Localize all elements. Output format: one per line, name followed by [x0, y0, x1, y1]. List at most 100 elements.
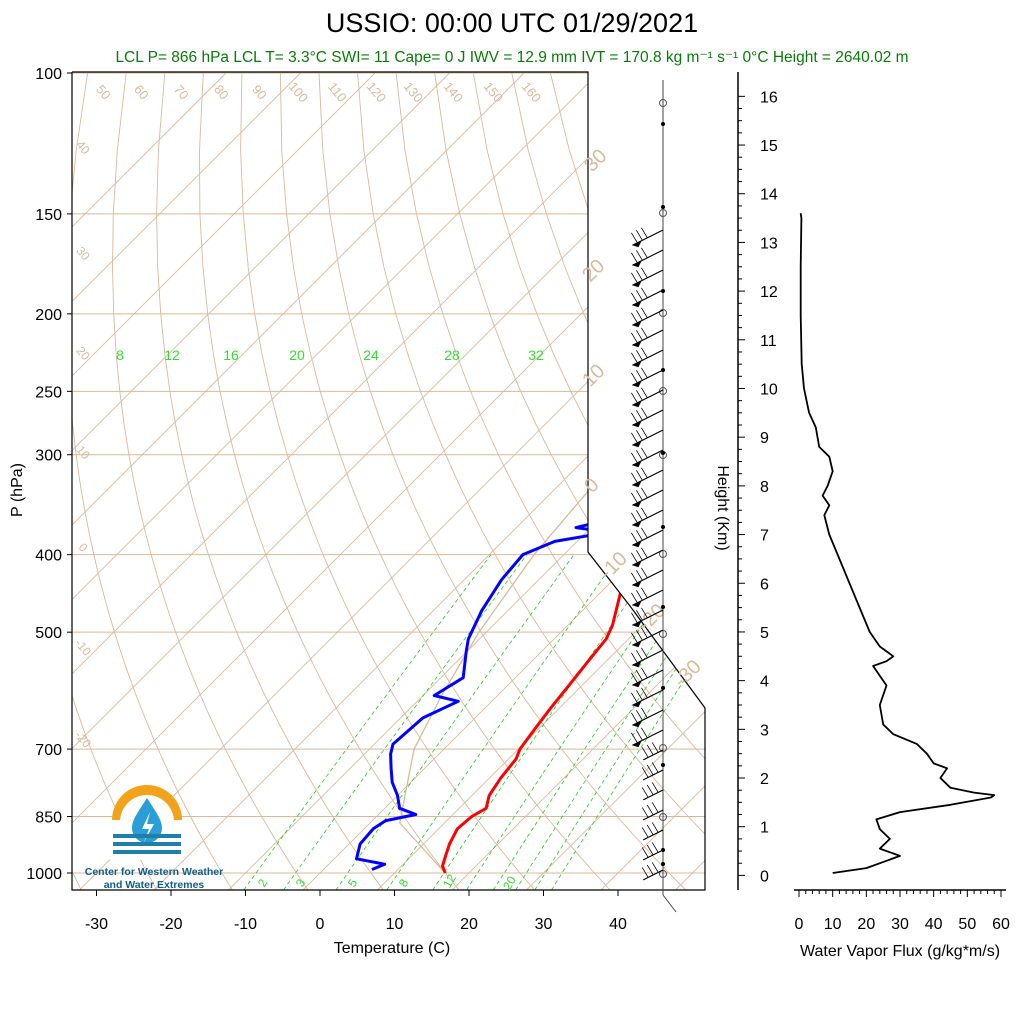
wind-barb-flag [632, 401, 642, 408]
wind-barb-flag [632, 661, 642, 668]
wind-barb-feather [631, 552, 638, 564]
height-tick-label: 11 [760, 333, 777, 350]
y-tick-label: 850 [35, 810, 62, 827]
wind-circle [659, 309, 667, 317]
mixing-ratio-line [386, 554, 620, 890]
wind-barb-feather [641, 447, 648, 459]
mixing-ratio-label: 8 [116, 347, 124, 363]
height-tick-label: 2 [760, 771, 769, 788]
wind-barb-feather [631, 492, 638, 504]
wind-barb-feather [641, 267, 648, 279]
wind-barb-feather [636, 670, 643, 681]
wind-barb-feather [651, 782, 659, 793]
wind-barb-feather [641, 547, 648, 559]
isotherm-line [72, 72, 227, 890]
isotherm-line [228, 72, 705, 890]
isotherm-line [72, 72, 599, 890]
wind-barb-feather [636, 490, 643, 501]
flux-line [799, 213, 996, 874]
mixing-ratio-line [515, 554, 705, 890]
mixing-ratio-label: 12 [164, 347, 180, 363]
wind-barb-feather [631, 252, 638, 264]
y-tick-label: 700 [35, 742, 62, 759]
logo-wave [113, 850, 181, 854]
wind-barb-feather [636, 390, 643, 401]
height-tick-label: 4 [760, 674, 769, 691]
wind-barb-flag [632, 741, 642, 748]
wind-barb-feather [636, 270, 643, 281]
wind-dot [661, 525, 665, 529]
height-axis-label: Height (Km) [714, 465, 731, 550]
mixing-ratio-line [466, 554, 692, 890]
dry-adiabat-line [704, 72, 705, 890]
theta-label: 110 [325, 79, 350, 105]
x-axis-label: Temperature (C) [334, 940, 450, 957]
wind-barb [632, 449, 664, 466]
dry-adiabat-line [434, 72, 705, 890]
wind-barb-feather [636, 690, 643, 701]
y-tick-label: 500 [35, 625, 62, 642]
mixing-ratio-line [551, 554, 705, 890]
height-tick-label: 7 [760, 528, 769, 545]
wind-barb-feather [641, 727, 648, 739]
theta-label: 150 [481, 79, 506, 105]
wind-barb-feather [651, 802, 659, 813]
theta-label: 160 [519, 79, 544, 105]
height-tick-label: 14 [760, 187, 778, 204]
wind-barb-feather [641, 587, 648, 599]
wind-barb [632, 729, 664, 746]
wind-barb [632, 429, 664, 446]
dry-adiabat-line [549, 72, 705, 890]
flux-tick-label: 0 [795, 916, 804, 933]
wind-barb-feather [646, 744, 654, 756]
logo-text-line2: and Water Extremes [103, 879, 205, 891]
wind-barb-feather [641, 487, 648, 499]
wind-barb-feather [641, 687, 648, 699]
isotherm-label: 20 [578, 255, 609, 286]
wind-barb-feather [636, 470, 643, 481]
isotherm-label: 30 [73, 244, 93, 263]
wind-barb-feather [631, 452, 638, 464]
sounding-stats: LCL P= 866 hPa LCL T= 3.3°C SWI= 11 Cape… [115, 49, 909, 66]
mixing-ratio-line [335, 554, 575, 890]
wind-barb [632, 669, 664, 686]
wind-barb-flag [632, 281, 642, 288]
logo-wave [113, 834, 181, 838]
dry-adiabat-line [156, 72, 384, 890]
dry-adiabat-line [357, 72, 705, 890]
wind-barb-flag [632, 481, 642, 488]
wind-barb-flag [632, 721, 642, 728]
wind-barb-feather [641, 787, 649, 798]
wind-barb [632, 329, 664, 346]
wind-barb-feather [636, 410, 643, 421]
wind-barb-flag [632, 441, 642, 448]
wind-barb-feather [631, 612, 638, 624]
wind-barb-feather [646, 824, 654, 836]
wind-barb-feather [631, 712, 638, 724]
wind-barb-feather [641, 427, 648, 439]
wind-barb-feather [631, 732, 638, 744]
wind-barb-feather [631, 292, 638, 304]
mixing-ratio-line [492, 554, 705, 890]
height-tick-label: 12 [760, 284, 778, 301]
wind-barb [632, 249, 664, 266]
wind-barb-feather [631, 332, 638, 344]
wind-barb-feather [636, 590, 643, 601]
wind-barb-feather [641, 247, 648, 259]
y-tick-label: 200 [35, 307, 62, 324]
wind-barb-feather [631, 352, 638, 364]
wind-barb-feather [636, 370, 643, 381]
isotherm-line [600, 72, 705, 890]
theta-label: 120 [364, 79, 389, 105]
flux-axis-label: Water Vapor Flux (g/kg*m/s) [800, 943, 1000, 960]
mixing-ratio-line [432, 554, 661, 890]
isotherm-line [72, 72, 376, 890]
height-tick-label: 10 [760, 381, 778, 398]
wind-dot [661, 122, 665, 126]
isotherm-line [72, 72, 525, 890]
theta-label: 50 [93, 82, 114, 103]
wind-barb-feather [636, 450, 643, 461]
x-tick-label: 10 [386, 916, 404, 933]
height-tick-label: 0 [760, 868, 769, 885]
wind-barb [632, 709, 664, 726]
